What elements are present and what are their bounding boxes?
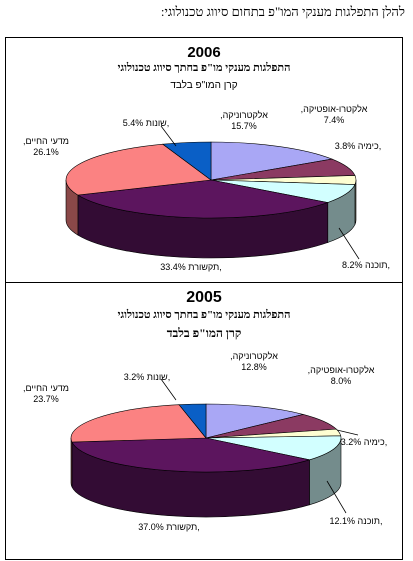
pie-slice-misc (161, 141, 212, 181)
leader-line-misc (160, 125, 177, 147)
chart-title: התפלגות מענקי מו"פ בחתך סיווג טכנולוגי (117, 309, 291, 321)
page-heading: להלן התפלגות מענקי המו"פ בתחום סיווג טכנ… (160, 4, 405, 19)
pie-slice-communications (77, 179, 329, 219)
slice-name-chemistry: כימיה, (358, 141, 381, 151)
chart-title: התפלגות מענקי מו"פ בחתך סיווג טכנולוגי (117, 62, 291, 74)
slice-label-chemistry: 3.2% כימיה, (341, 437, 387, 447)
slice-name-life_sciences: מדעי החיים, (23, 383, 69, 393)
slice-value-software: 8.2% (342, 260, 365, 270)
slice-value-software: 12.1% (329, 516, 357, 526)
slice-name-communications: תקשורת, (166, 522, 200, 532)
pie-labels: אלקטרוניקה,12.8% אלקטרו-אופטיקה,8.0% 3.2% … (23, 351, 387, 532)
slice-value-communications: 33.4% (160, 262, 188, 272)
slice-label-communications: 33.4% תקשורת, (160, 262, 222, 272)
leader-line-software (338, 227, 360, 260)
chart-subtitle: קרן המו"פ בלבד (170, 80, 238, 91)
leader-line-chemistry (336, 429, 359, 436)
slice-name-life_sciences: מדעי החיים, (23, 136, 69, 146)
pie-chart-2006: אלקטרוניקה,15.7% אלקטרו-אופטיקה,7.4% 3.8% … (23, 104, 390, 272)
slice-label-software: 12.1% תוכנה, (329, 516, 382, 526)
pie-slice-life_sciences (70, 404, 207, 443)
slice-value-chemistry: 3.2% (341, 437, 364, 447)
pie-slice-life_sciences (65, 143, 212, 196)
slice-label-misc: 5.4% שונות, (123, 118, 170, 128)
slice-value-electro_optics: 7.4% (324, 115, 345, 125)
pie-slice-misc (178, 403, 207, 439)
slice-value-life_sciences: 26.1% (33, 147, 59, 157)
slice-value-misc: 5.4% (123, 118, 146, 128)
slice-value-misc: 3.2% (124, 372, 147, 382)
slice-value-life_sciences: 23.7% (33, 394, 59, 404)
slice-value-communications: 37.0% (138, 522, 166, 532)
chart-year: 2005 (186, 289, 222, 306)
slice-name-electro_optics: אלקטרו-אופטיקה, (308, 365, 375, 375)
slice-label-software: 8.2% תוכנה, (342, 260, 390, 270)
slice-label-communications: 37.0% תקשורת, (138, 522, 200, 532)
slice-name-electronics: אלקטרוניקה, (230, 351, 278, 361)
pie-side-life_sciences (70, 437, 73, 488)
pie-chart-2005: אלקטרוניקה,12.8% אלקטרו-אופטיקה,8.0% 3.2% … (23, 351, 387, 532)
chart-subtitle: קרן המו"פ בלבד (166, 326, 242, 340)
chart-year: 2006 (187, 44, 221, 61)
slice-name-communications: תקשורת, (188, 262, 222, 272)
pie-top (70, 403, 342, 473)
slice-value-electronics: 12.8% (241, 362, 267, 372)
slice-name-electronics: אלקטרוניקה, (220, 110, 268, 120)
slice-name-misc: שונות, (146, 118, 169, 128)
slice-label-misc: 3.2% שונות, (124, 372, 171, 382)
pie-slice-electronics (210, 141, 334, 181)
slice-value-chemistry: 3.8% (335, 141, 358, 151)
pie-top (65, 141, 357, 219)
pie-slice-electronics (205, 403, 304, 439)
slice-name-electro_optics: אלקטרו-אופטיקה, (301, 104, 368, 114)
slice-label-chemistry: 3.8% כימיה, (335, 141, 381, 151)
leader-line-software (326, 480, 347, 514)
slice-name-misc: שונות, (147, 372, 170, 382)
slice-name-chemistry: כימיה, (364, 437, 387, 447)
pie-slice-software (205, 435, 342, 461)
leader-line-misc (160, 378, 177, 401)
pie-slice-communications (71, 437, 310, 473)
slice-value-electronics: 15.7% (231, 121, 257, 131)
slice-name-software: תוכנה, (358, 516, 383, 526)
pie-labels: אלקטרוניקה,15.7% אלקטרו-אופטיקה,7.4% 3.8% … (23, 104, 390, 272)
chart-panel-2006: 2006 התפלגות מענקי מו"פ בחתך סיווג טכנול… (5, 37, 403, 283)
slice-value-electro_optics: 8.0% (331, 376, 352, 386)
chart-panel-2005: 2005 התפלגות מענקי מו"פ בחתך סיווג טכנול… (5, 282, 403, 560)
slice-name-software: תוכנה, (365, 260, 390, 270)
